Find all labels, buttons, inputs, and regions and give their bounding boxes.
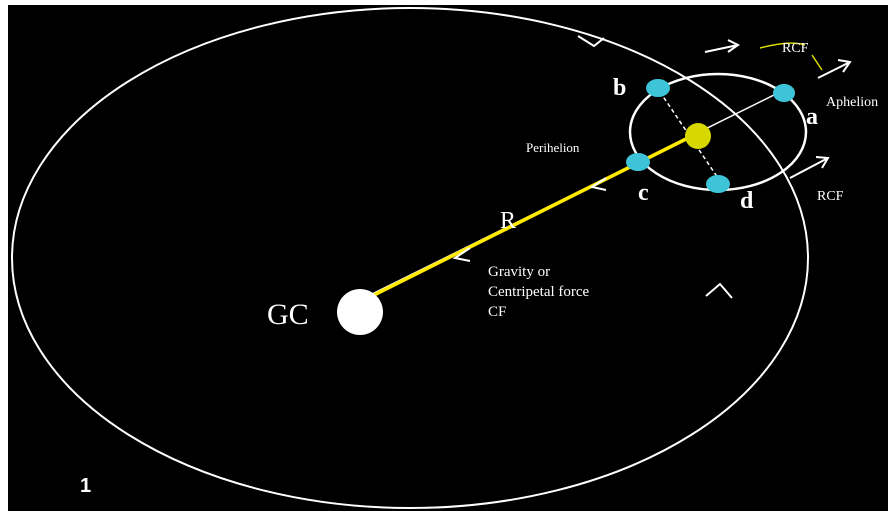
orbit-arrow: [705, 282, 733, 299]
orbit-arrow: [577, 35, 605, 48]
sun: [685, 123, 711, 149]
label-gravity: Centripetal force: [488, 284, 590, 300]
point-c: [626, 153, 650, 171]
label-gravity: Gravity or: [488, 264, 550, 280]
point-b: [646, 79, 670, 97]
point-a: [773, 84, 795, 102]
galactic-orbit: [11, 7, 809, 509]
direction-arrow: [452, 247, 471, 262]
label-perihelion: Perihelion: [526, 140, 580, 155]
label-gravity: CF: [488, 304, 506, 320]
galactic-center: [337, 289, 383, 335]
pointer: [811, 54, 823, 71]
arrows: [452, 35, 852, 299]
label-r: R: [500, 208, 516, 234]
label-rcf: RCF: [782, 41, 809, 56]
arrow: [789, 156, 830, 179]
positions: [626, 79, 795, 193]
arrow: [817, 59, 852, 79]
page-number: 1: [80, 475, 91, 497]
label-aphelion: Aphelion: [826, 95, 878, 110]
direction-arrow: [589, 177, 607, 191]
label-rcf: RCF: [817, 189, 844, 204]
arrow: [704, 39, 740, 53]
label-gc: GC: [267, 298, 309, 331]
label-b: b: [613, 75, 626, 101]
pointer: [759, 42, 806, 49]
label-d: d: [740, 188, 754, 214]
label-a: a: [806, 104, 818, 130]
label-c: c: [638, 180, 649, 206]
point-d: [706, 175, 730, 193]
